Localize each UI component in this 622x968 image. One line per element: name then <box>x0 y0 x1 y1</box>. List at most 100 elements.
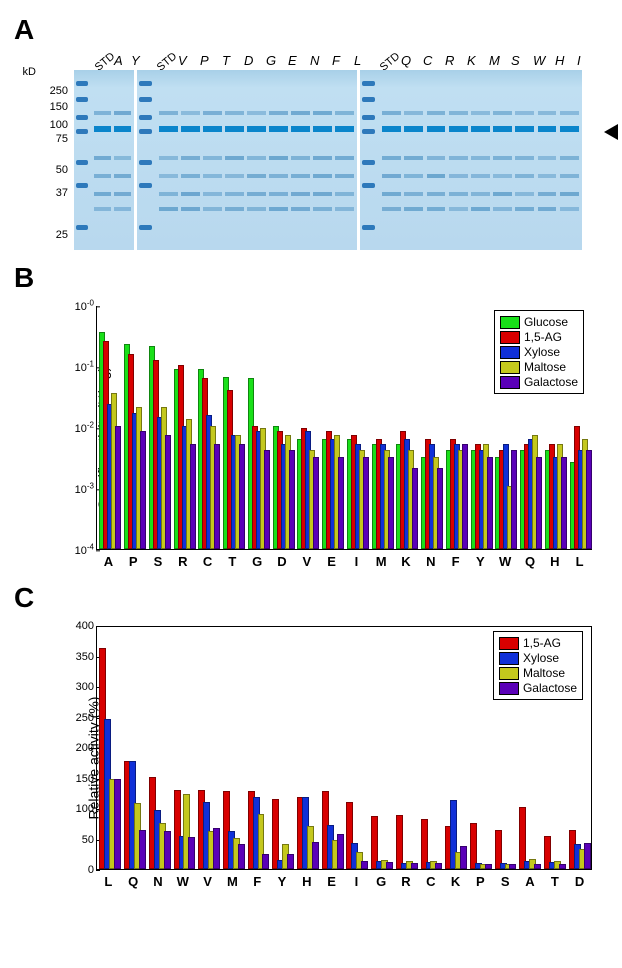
legend-text: Maltose <box>523 666 565 680</box>
x-category-label: Y <box>278 874 287 889</box>
legend-row: Maltose <box>499 666 577 680</box>
bar <box>586 450 592 549</box>
lane-label: F <box>332 53 340 68</box>
bar <box>534 864 541 869</box>
x-category-label: P <box>476 874 485 889</box>
bar <box>509 864 516 869</box>
legend-row: 1,5-AG <box>500 330 578 344</box>
bar <box>114 779 121 869</box>
bar <box>411 863 418 869</box>
bar <box>584 843 591 869</box>
panel-a-label: A <box>14 14 612 46</box>
x-category-label: E <box>327 874 336 889</box>
x-category-label: V <box>203 874 212 889</box>
legend-text: Xylose <box>523 651 559 665</box>
bar <box>337 834 344 869</box>
chart-b-legend: Glucose1,5-AGXyloseMaltoseGalactose <box>494 310 584 394</box>
chart-b-y-ticks: 10-010-110-210-310-4 <box>64 306 94 550</box>
lane-label: T <box>222 53 230 68</box>
panel-c-label: C <box>14 582 612 614</box>
x-category-label: N <box>426 554 435 569</box>
chart-c-legend: 1,5-AGXyloseMaltoseGalactose <box>493 631 583 700</box>
chart-b-container: Specific activity (U/mg) 10-010-110-210-… <box>40 298 600 578</box>
chart-c-x-labels: LQNWVMFYHEIGRCKPSATD <box>96 874 592 892</box>
x-category-label: V <box>302 554 311 569</box>
legend-swatch <box>499 637 519 650</box>
lane-label: E <box>288 53 297 68</box>
lane-label: I <box>577 53 581 68</box>
gel-strips <box>74 70 584 250</box>
bar <box>289 450 295 549</box>
bar <box>462 444 468 549</box>
legend-swatch <box>500 346 520 359</box>
x-category-label: A <box>525 874 534 889</box>
legend-swatch <box>500 376 520 389</box>
bar <box>536 457 542 549</box>
bar <box>139 830 146 870</box>
bar <box>115 426 121 550</box>
legend-swatch <box>499 682 519 695</box>
x-category-label: C <box>203 554 212 569</box>
x-category-label: F <box>253 874 261 889</box>
bar <box>470 823 477 869</box>
x-category-label: L <box>104 874 112 889</box>
marker-value: 250 <box>36 85 68 97</box>
x-category-label: D <box>575 874 584 889</box>
chart-c-plot-area: 1,5-AGXyloseMaltoseGalactose <box>96 626 592 870</box>
x-category-label: I <box>355 874 359 889</box>
bar <box>412 468 418 549</box>
bar <box>561 457 567 549</box>
legend-row: Maltose <box>500 360 578 374</box>
x-category-label: W <box>499 554 511 569</box>
gel-lane-labels: STDAYSTDVPTDGENFLSTDQCRKMSWHI <box>88 48 598 68</box>
x-category-label: K <box>401 554 410 569</box>
bar <box>388 457 394 549</box>
lane-label: D <box>244 53 253 68</box>
bar <box>312 842 319 869</box>
bar <box>272 799 279 869</box>
legend-row: Galactose <box>499 681 577 695</box>
x-category-label: G <box>252 554 262 569</box>
x-category-label: P <box>129 554 138 569</box>
lane-label: A <box>114 53 123 68</box>
marker-value: 75 <box>36 133 68 145</box>
bar <box>313 457 319 549</box>
bar <box>238 844 245 869</box>
marker-value: 25 <box>36 229 68 241</box>
legend-swatch <box>499 667 519 680</box>
lane-label: R <box>445 53 454 68</box>
x-category-label: G <box>376 874 386 889</box>
gel-strip-3 <box>360 70 582 250</box>
x-category-label: E <box>327 554 336 569</box>
x-category-label: S <box>154 554 163 569</box>
bar <box>239 444 245 549</box>
legend-swatch <box>500 316 520 329</box>
legend-text: 1,5-AG <box>524 330 562 344</box>
legend-swatch <box>500 331 520 344</box>
x-category-label: D <box>277 554 286 569</box>
legend-text: 1,5-AG <box>523 636 561 650</box>
bar <box>511 450 517 549</box>
x-category-label: R <box>401 874 410 889</box>
bar <box>361 861 368 869</box>
x-category-label: C <box>426 874 435 889</box>
bar <box>519 807 526 870</box>
arrow-pointer-icon <box>604 124 618 140</box>
x-category-label: H <box>302 874 311 889</box>
lane-label: K <box>467 53 476 68</box>
lane-label: M <box>489 53 500 68</box>
legend-row: Glucose <box>500 315 578 329</box>
x-category-label: H <box>550 554 559 569</box>
bar <box>287 854 294 869</box>
chart-b-x-labels: APSRCTGDVEIMKNFYWQHL <box>96 554 592 572</box>
lane-label: Q <box>401 53 411 68</box>
bar <box>485 864 492 869</box>
bar <box>213 828 220 869</box>
legend-row: Xylose <box>499 651 577 665</box>
x-category-label: N <box>153 874 162 889</box>
bar <box>435 863 442 869</box>
lane-label: S <box>511 53 520 68</box>
x-category-label: Q <box>128 874 138 889</box>
bar <box>338 457 344 549</box>
legend-text: Glucose <box>524 315 568 329</box>
